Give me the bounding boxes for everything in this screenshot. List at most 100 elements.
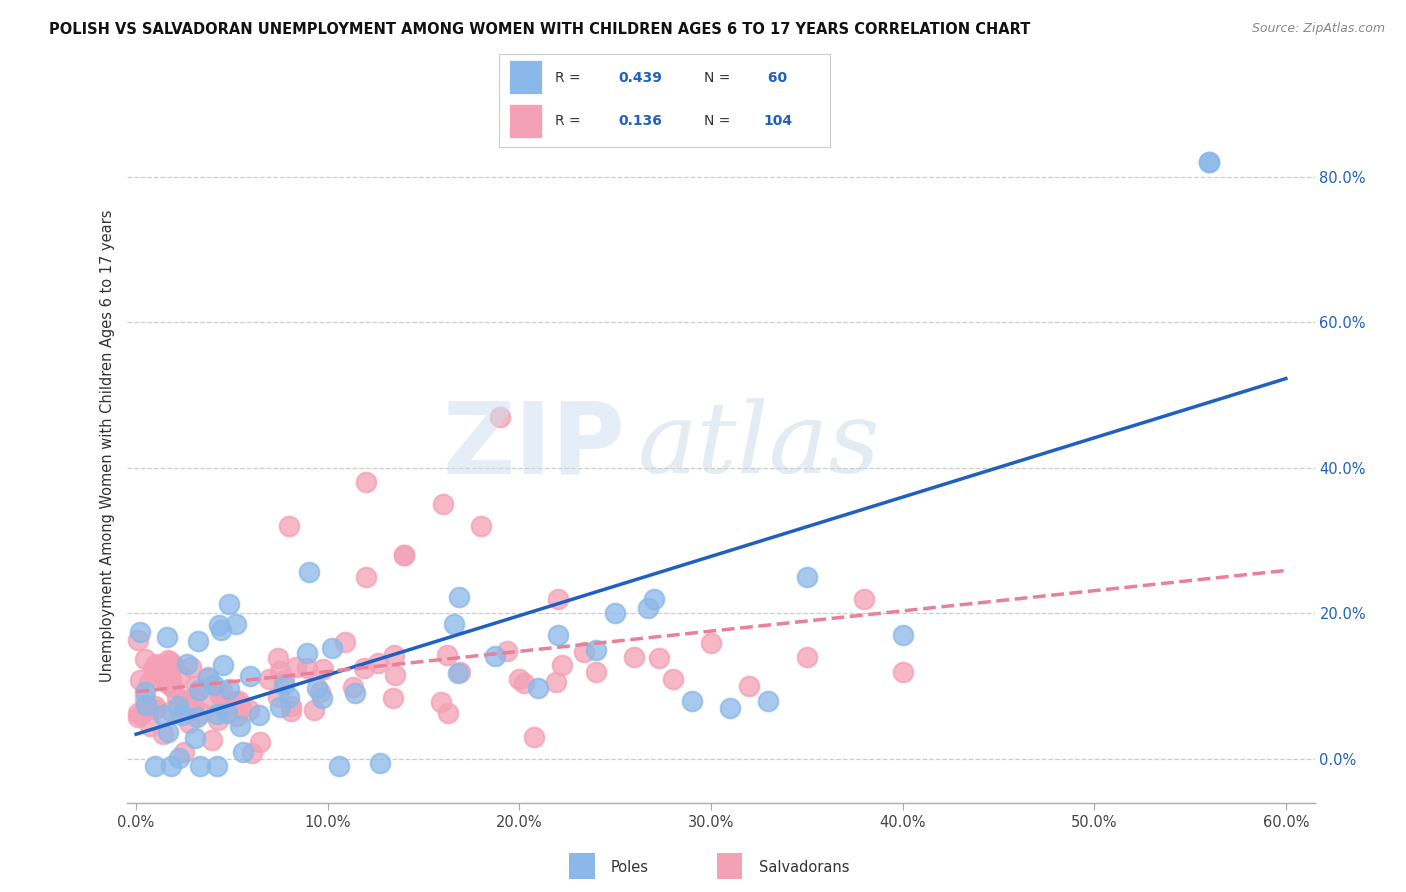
Point — [643, 591, 665, 606]
Point — [229, 701, 252, 715]
Point — [167, 698, 190, 713]
Point — [295, 661, 318, 675]
Text: atlas: atlas — [637, 399, 880, 493]
Point — [333, 635, 356, 649]
Point — [149, 659, 172, 673]
Point — [328, 759, 350, 773]
Point — [269, 700, 291, 714]
Point — [489, 409, 512, 424]
Point — [202, 678, 225, 692]
Point — [307, 681, 329, 696]
Point — [302, 703, 325, 717]
Point — [207, 618, 229, 632]
Text: R =: R = — [555, 114, 581, 128]
Point — [183, 690, 205, 705]
Point — [162, 658, 184, 673]
Point — [135, 698, 157, 713]
Point — [153, 672, 176, 686]
Point — [278, 519, 301, 533]
Point — [891, 628, 914, 642]
Point — [277, 690, 299, 704]
Point — [166, 690, 188, 705]
Point — [157, 653, 180, 667]
Point — [190, 759, 212, 773]
Point — [187, 683, 209, 698]
Point — [1198, 155, 1220, 169]
Point — [547, 591, 569, 606]
Point — [470, 519, 492, 533]
Point — [443, 617, 465, 632]
Point — [205, 706, 228, 721]
Point — [447, 666, 470, 681]
Bar — [509, 60, 543, 94]
Point — [212, 658, 235, 673]
Point — [394, 548, 416, 562]
Point — [200, 692, 222, 706]
Point — [384, 668, 406, 682]
Point — [239, 669, 262, 683]
Point — [381, 690, 404, 705]
Point — [209, 623, 232, 637]
Point — [197, 670, 219, 684]
Point — [143, 668, 166, 682]
Point — [661, 672, 683, 686]
Point — [436, 648, 458, 663]
Text: N =: N = — [704, 70, 730, 85]
Point — [449, 665, 471, 679]
Point — [157, 724, 180, 739]
Point — [484, 648, 506, 663]
Point — [159, 656, 181, 670]
Point — [700, 635, 723, 649]
Point — [368, 756, 391, 771]
Point — [134, 693, 156, 707]
Point — [280, 699, 302, 714]
Point — [160, 673, 183, 687]
Point — [224, 693, 246, 707]
Point — [225, 616, 247, 631]
Point — [209, 688, 232, 702]
Point — [249, 734, 271, 748]
Point — [891, 665, 914, 679]
Point — [129, 708, 152, 723]
Point — [169, 668, 191, 682]
Point — [143, 702, 166, 716]
Point — [269, 664, 291, 678]
Point — [280, 704, 302, 718]
Point — [447, 590, 470, 604]
Point — [508, 672, 530, 686]
Point — [187, 634, 209, 648]
Point — [228, 694, 250, 708]
Point — [190, 706, 212, 720]
Text: Salvadorans: Salvadorans — [759, 860, 849, 874]
Point — [267, 650, 290, 665]
Point — [295, 646, 318, 660]
Text: Source: ZipAtlas.com: Source: ZipAtlas.com — [1251, 22, 1385, 36]
Point — [429, 696, 451, 710]
Point — [343, 686, 366, 700]
Point — [354, 475, 377, 490]
Point — [127, 632, 149, 647]
Point — [134, 651, 156, 665]
Point — [437, 706, 460, 720]
Point — [218, 597, 240, 611]
Point — [197, 671, 219, 685]
Point — [585, 643, 607, 657]
Text: 104: 104 — [763, 114, 793, 128]
Point — [382, 648, 405, 662]
Bar — [509, 104, 543, 138]
Point — [143, 759, 166, 773]
Text: 0.136: 0.136 — [619, 114, 662, 128]
Point — [647, 650, 669, 665]
Point — [247, 708, 270, 723]
Point — [174, 693, 197, 707]
Point — [527, 681, 550, 695]
Point — [796, 650, 818, 665]
Point — [145, 657, 167, 671]
Point — [132, 704, 155, 718]
Point — [353, 661, 375, 675]
Point — [523, 730, 546, 744]
Point — [142, 662, 165, 676]
Point — [354, 570, 377, 584]
Text: 0.439: 0.439 — [619, 70, 662, 85]
Point — [156, 630, 179, 644]
